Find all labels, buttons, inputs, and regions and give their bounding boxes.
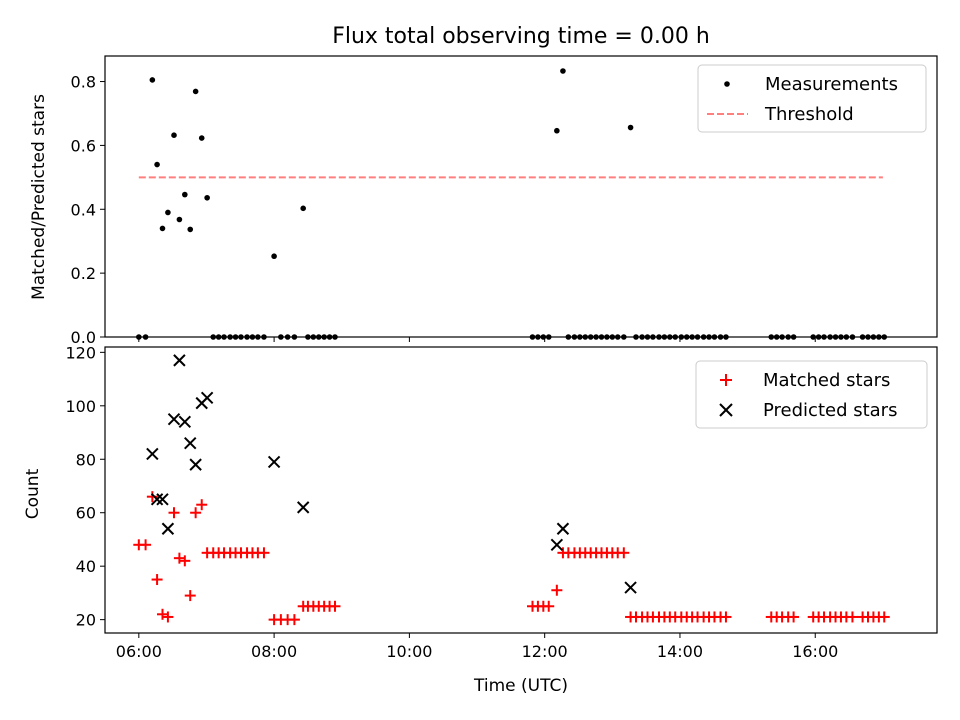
top-y-tick-label: 0.8 [71, 73, 96, 92]
matched-star-point [551, 584, 563, 596]
bottom-x-tick-label: 08:00 [251, 642, 297, 661]
top-y-tick-label: 0.6 [71, 136, 96, 155]
measurement-point [271, 253, 277, 260]
predicted-star-point [150, 493, 164, 506]
bottom-y-tick-label: 40 [76, 557, 96, 576]
top-plot-frame [104, 55, 938, 338]
top-legend: Measurements Threshold [697, 64, 927, 133]
matched-star-point [140, 539, 152, 551]
legend-measurements-label: Measurements [765, 74, 898, 95]
predicted-star-point [173, 354, 186, 367]
bottom-legend: Matched stars Predicted stars [695, 360, 928, 429]
measurement-point [171, 132, 177, 138]
matched-star-point [618, 547, 630, 559]
measurement-point [560, 68, 566, 74]
matched-star-point [720, 611, 732, 623]
predicted-star-point [184, 437, 197, 450]
measurement-point [159, 225, 166, 232]
predicted-star-point [550, 538, 564, 552]
bottom-plot-frame [104, 346, 938, 634]
matched-star-point [173, 552, 185, 564]
legend-matched-label: Matched stars [763, 370, 890, 391]
bottom-x-tick-label: 06:00 [116, 642, 162, 661]
bottom-y-tick-label: 100 [65, 397, 96, 416]
predicted-star-point [624, 581, 637, 594]
bottom-y-tick-label: 60 [76, 504, 96, 523]
bottom-y-tick-label: 80 [76, 450, 96, 469]
measurement-point [554, 127, 560, 134]
measurement-point [165, 209, 171, 216]
matched-star-point [878, 611, 890, 623]
bottom-x-axis-label: Time (UTC) [473, 676, 568, 696]
matched-star-point [151, 574, 163, 586]
measurement-point [176, 216, 183, 223]
matched-star-point [258, 547, 270, 559]
predicted-star-point [161, 522, 175, 535]
matched-star-point [184, 590, 196, 602]
measurement-point [204, 194, 210, 201]
bottom-x-tick-label: 10:00 [386, 642, 432, 661]
predicted-star-point [167, 412, 181, 426]
bottom-x-tick-label: 16:00 [792, 642, 838, 661]
matched-star-point [190, 507, 202, 519]
measurement-point [149, 77, 156, 83]
measurement-point [192, 88, 199, 95]
bottom-y-axis-label: Count [23, 468, 43, 519]
top-y-tick-label: 0.4 [71, 200, 96, 219]
top-chart-title: Flux total observing time = 0.00 h [332, 24, 710, 49]
legend-matched-marker [720, 374, 732, 386]
predicted-star-point [556, 522, 570, 535]
matched-star-point [788, 611, 800, 623]
bottom-legend-box [695, 360, 928, 429]
matched-star-point [288, 614, 300, 626]
bottom-y-tick-label: 120 [65, 343, 96, 362]
bottom-plot-area: 06:00 08:00 10:00 12:00 14:00 16:00 20 40 60 80 10… [65, 343, 938, 661]
measurement-point [154, 161, 160, 168]
matched-star-point [846, 611, 858, 623]
predicted-star-point [146, 447, 159, 461]
legend-predicted-label: Predicted stars [763, 400, 897, 421]
measurement-point [187, 226, 194, 233]
measurement-point [627, 124, 634, 131]
legend-threshold-label: Threshold [764, 104, 854, 125]
legend-predicted-marker [719, 403, 733, 417]
predicted-star-point [267, 455, 281, 469]
predicted-star-point [296, 501, 310, 514]
matched-star-point [179, 555, 191, 567]
measurement-point [182, 191, 188, 198]
top-y-tick-label: 0.2 [71, 264, 96, 283]
top-y-axis-label: Matched/Predicted stars [29, 94, 49, 300]
predicted-star-point [178, 415, 192, 429]
matched-star-point [168, 507, 180, 519]
measurement-point [300, 205, 306, 212]
matched-star-point [156, 608, 168, 620]
bottom-x-tick-label: 14:00 [657, 642, 703, 661]
top-plot-area: 0.0 0.2 0.4 0.6 0.8 [71, 55, 938, 347]
matched-star-point [196, 499, 208, 511]
measurement-point [198, 135, 205, 141]
predicted-star-point [156, 493, 169, 506]
legend-measurements-marker [724, 81, 730, 87]
bottom-x-tick-label: 12:00 [522, 642, 568, 661]
predicted-star-point [189, 458, 202, 471]
matched-star-point [146, 491, 158, 503]
bottom-y-tick-label: 20 [76, 611, 96, 630]
matched-star-point [329, 600, 341, 612]
matched-star-point [162, 611, 174, 623]
matched-star-point [543, 600, 555, 612]
predicted-star-point [200, 391, 214, 404]
top-legend-box [697, 64, 927, 133]
top-y-tick-label: 0.0 [71, 328, 96, 347]
